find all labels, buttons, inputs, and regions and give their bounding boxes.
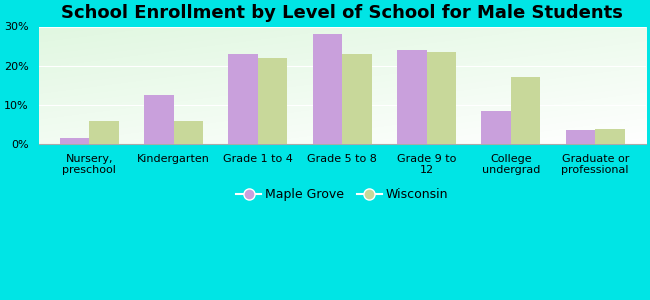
Bar <box>426 52 456 144</box>
Title: School Enrollment by Level of School for Male Students: School Enrollment by Level of School for… <box>61 4 623 22</box>
Bar <box>595 129 625 144</box>
Bar <box>397 50 426 144</box>
Bar <box>144 95 174 144</box>
Bar <box>258 58 287 144</box>
Bar <box>228 54 258 144</box>
Bar <box>60 138 89 144</box>
Bar <box>89 121 119 144</box>
Bar <box>566 130 595 144</box>
Bar <box>482 111 511 144</box>
Bar <box>343 54 372 144</box>
Bar <box>313 34 343 144</box>
Bar <box>511 77 540 144</box>
Bar <box>174 122 203 144</box>
Legend: Maple Grove, Wisconsin: Maple Grove, Wisconsin <box>231 183 453 206</box>
